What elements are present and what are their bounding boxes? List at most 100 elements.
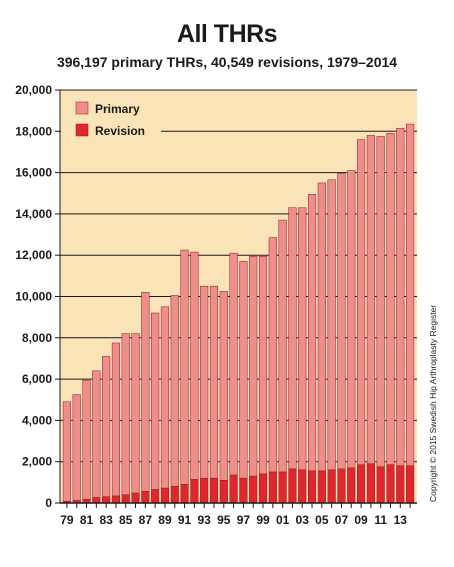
y-tick-label: 18,000 — [15, 124, 52, 138]
bar-revision — [317, 470, 326, 504]
bar-revision — [131, 492, 140, 504]
bar-revision — [121, 494, 130, 504]
bar-revision — [298, 469, 307, 504]
bar-primary — [376, 136, 385, 468]
bar-primary — [268, 237, 277, 473]
bar-primary — [249, 255, 258, 477]
chart-subtitle: 396,197 primary THRs, 40,549 revisions, … — [56, 54, 398, 70]
y-axis-ticks: 0 2,000 4,000 6,000 8,000 10,000 12,000 14,000 1… — [15, 83, 60, 510]
bar-revision — [288, 468, 297, 504]
bars — [62, 123, 415, 504]
y-tick-label: 8,000 — [22, 331, 52, 345]
bar-primary — [62, 401, 71, 502]
bar-revision — [278, 471, 287, 504]
x-tick-label: 97 — [237, 513, 251, 527]
bar-primary — [327, 179, 336, 471]
bar-primary — [219, 291, 228, 481]
bar-primary — [102, 356, 111, 498]
bar-primary — [337, 173, 346, 470]
bar-primary — [278, 219, 287, 473]
x-tick-label: 03 — [296, 513, 310, 527]
legend-label: Primary — [95, 102, 140, 116]
bar-revision — [376, 466, 385, 504]
x-tick-label: 05 — [315, 513, 329, 527]
x-tick-label: 79 — [60, 513, 74, 527]
bar-primary — [239, 261, 248, 479]
bar-primary — [347, 170, 356, 469]
bar-revision — [239, 477, 248, 504]
bar-revision — [102, 496, 111, 504]
bar-primary — [82, 379, 91, 500]
bar-revision — [111, 495, 121, 504]
bar-revision — [151, 489, 160, 504]
bar-primary — [141, 292, 150, 492]
bar-primary — [258, 255, 268, 475]
x-tick-label: 13 — [394, 513, 408, 527]
y-tick-label: 20,000 — [15, 83, 52, 97]
bar-revision — [92, 497, 101, 504]
x-tick-label: 01 — [276, 513, 290, 527]
bar-revision — [337, 468, 346, 504]
bar-primary — [170, 295, 179, 487]
bar-revision — [249, 475, 258, 504]
legend-swatch — [75, 123, 89, 137]
x-axis-ticks: 79 81 83 85 87 89 91 93 95 97 99 01 03 05 07 09 11 13 — [60, 503, 411, 527]
bar-primary — [200, 285, 209, 479]
x-tick-label: 89 — [158, 513, 172, 527]
chart-title: All THRs — [176, 20, 278, 48]
bar-revision — [386, 464, 395, 504]
legend-swatch — [75, 101, 89, 115]
y-tick-label: 4,000 — [22, 413, 52, 427]
bar-revision — [327, 469, 336, 504]
bar-primary — [151, 312, 160, 490]
bar-revision — [356, 464, 366, 504]
bar-primary — [160, 306, 170, 489]
bar-revision — [366, 463, 375, 504]
y-tick-label: 10,000 — [15, 290, 52, 304]
bar-primary — [131, 333, 140, 494]
bar-primary — [92, 370, 101, 498]
bar-revision — [229, 474, 238, 504]
y-tick-label: 6,000 — [22, 372, 52, 386]
copyright-text: Copyright © 2015 Swedish Hip Arthroplast… — [428, 305, 438, 502]
x-tick-label: 99 — [256, 513, 270, 527]
bar-revision — [141, 491, 150, 504]
bar-primary — [396, 127, 405, 467]
bar-primary — [366, 135, 375, 465]
legend-label: Revision — [95, 124, 145, 138]
bar-revision — [347, 467, 356, 504]
x-tick-label: 83 — [99, 513, 113, 527]
x-tick-label: 81 — [80, 513, 94, 527]
bar-primary — [111, 342, 121, 497]
bar-primary — [317, 182, 326, 472]
bar-primary — [307, 194, 317, 472]
bar-primary — [229, 252, 238, 476]
bar-primary — [406, 123, 415, 467]
bar-revision — [170, 486, 179, 504]
legend: Primary Revision — [61, 91, 161, 139]
x-tick-label: 91 — [178, 513, 192, 527]
bar-primary — [288, 207, 297, 470]
bar-primary — [180, 249, 189, 485]
x-tick-label: 09 — [354, 513, 368, 527]
bar-revision — [200, 477, 209, 504]
y-tick-label: 14,000 — [15, 207, 52, 221]
bar-revision — [396, 465, 405, 504]
x-tick-label: 93 — [198, 513, 212, 527]
y-tick-label: 12,000 — [15, 248, 52, 262]
bar-primary — [121, 333, 130, 495]
x-tick-label: 87 — [139, 513, 153, 527]
bar-primary — [190, 251, 199, 480]
bar-revision — [268, 471, 277, 504]
y-tick-label: 0 — [45, 496, 52, 510]
bar-primary — [356, 139, 366, 466]
x-tick-label: 07 — [335, 513, 349, 527]
bar-revision — [209, 477, 219, 504]
bar-primary — [209, 285, 219, 479]
bar-primary — [72, 394, 81, 501]
bar-primary — [298, 207, 307, 471]
bar-revision — [258, 473, 268, 504]
bar-revision — [180, 484, 189, 504]
bar-revision — [160, 487, 170, 504]
bar-revision — [190, 479, 199, 504]
